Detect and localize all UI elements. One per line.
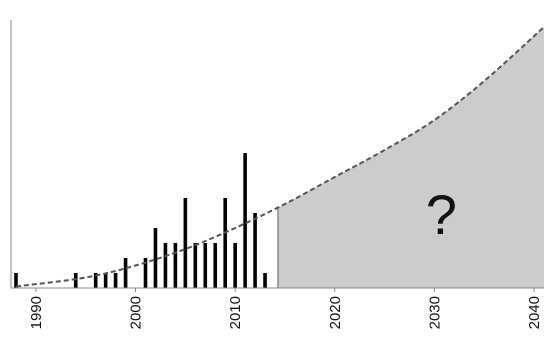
bar (143, 258, 148, 288)
x-tick-label: 2000 (128, 296, 145, 329)
projection-question-mark: ? (426, 183, 457, 246)
bar (113, 273, 118, 288)
bar (223, 198, 227, 288)
bar (93, 273, 98, 288)
bar (103, 273, 108, 288)
bar (233, 243, 237, 288)
bar (183, 198, 188, 288)
bar (123, 258, 128, 288)
x-tick-label: 1990 (28, 296, 45, 329)
x-tick-label: 2040 (526, 296, 543, 329)
bar (243, 153, 247, 288)
bar (253, 213, 257, 288)
bar (153, 228, 158, 288)
bar (193, 243, 198, 288)
x-tick-label: 2010 (227, 296, 244, 329)
bar (203, 243, 208, 288)
bar (213, 243, 218, 288)
bar (173, 243, 178, 288)
x-tick-label: 2030 (426, 296, 443, 329)
projection-region (277, 27, 544, 288)
bar (263, 273, 267, 288)
x-tick-label: 2020 (327, 296, 344, 329)
trend-line (15, 26, 544, 288)
bar (73, 273, 78, 288)
bar (163, 243, 168, 288)
bar (14, 273, 18, 288)
